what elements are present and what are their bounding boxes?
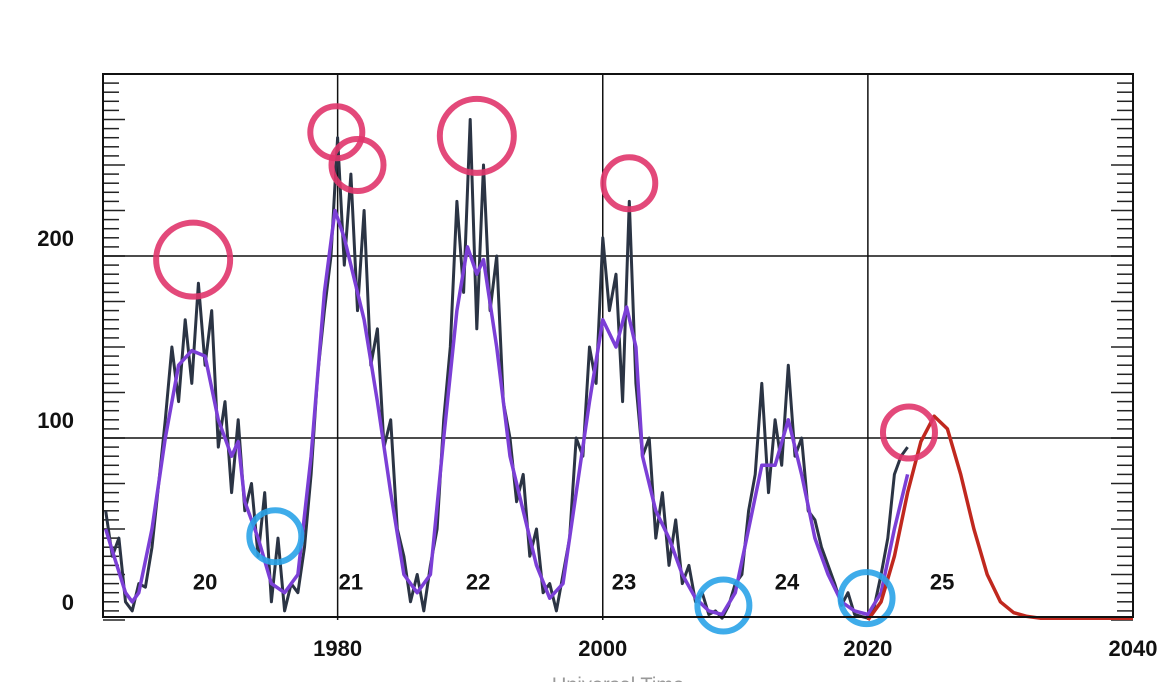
cycle-label: 23 [612,569,636,594]
cycle-label: 24 [775,569,800,594]
highlight-circle [879,403,938,462]
x-tick-label: 2040 [1109,636,1158,661]
highlight-circle [600,154,659,213]
highlight-circle [246,507,305,566]
highlight-circle [307,103,366,162]
y-tick-label: 200 [37,226,74,251]
highlight-circle [153,219,234,300]
cycle-label: 20 [193,569,217,594]
highlight-circle [328,136,387,194]
cycle-label: 25 [930,569,954,594]
highlight-circle [694,576,753,635]
series-line [104,208,910,617]
series-line [104,118,909,620]
highlight-circle [436,95,517,176]
x-tick-label: 2020 [843,636,892,661]
x-axis-label: Universal Time [552,674,684,682]
cycle-label: 21 [339,569,363,594]
x-tick-label: 2000 [578,636,627,661]
y-tick-label: 100 [37,408,74,433]
x-tick-label: 1980 [313,636,362,661]
y-tick-label: 0 [62,590,74,615]
series-line [866,414,1133,622]
cycle-label: 22 [466,569,490,594]
plot-frame [102,73,1134,618]
highlight-circle [837,569,896,628]
